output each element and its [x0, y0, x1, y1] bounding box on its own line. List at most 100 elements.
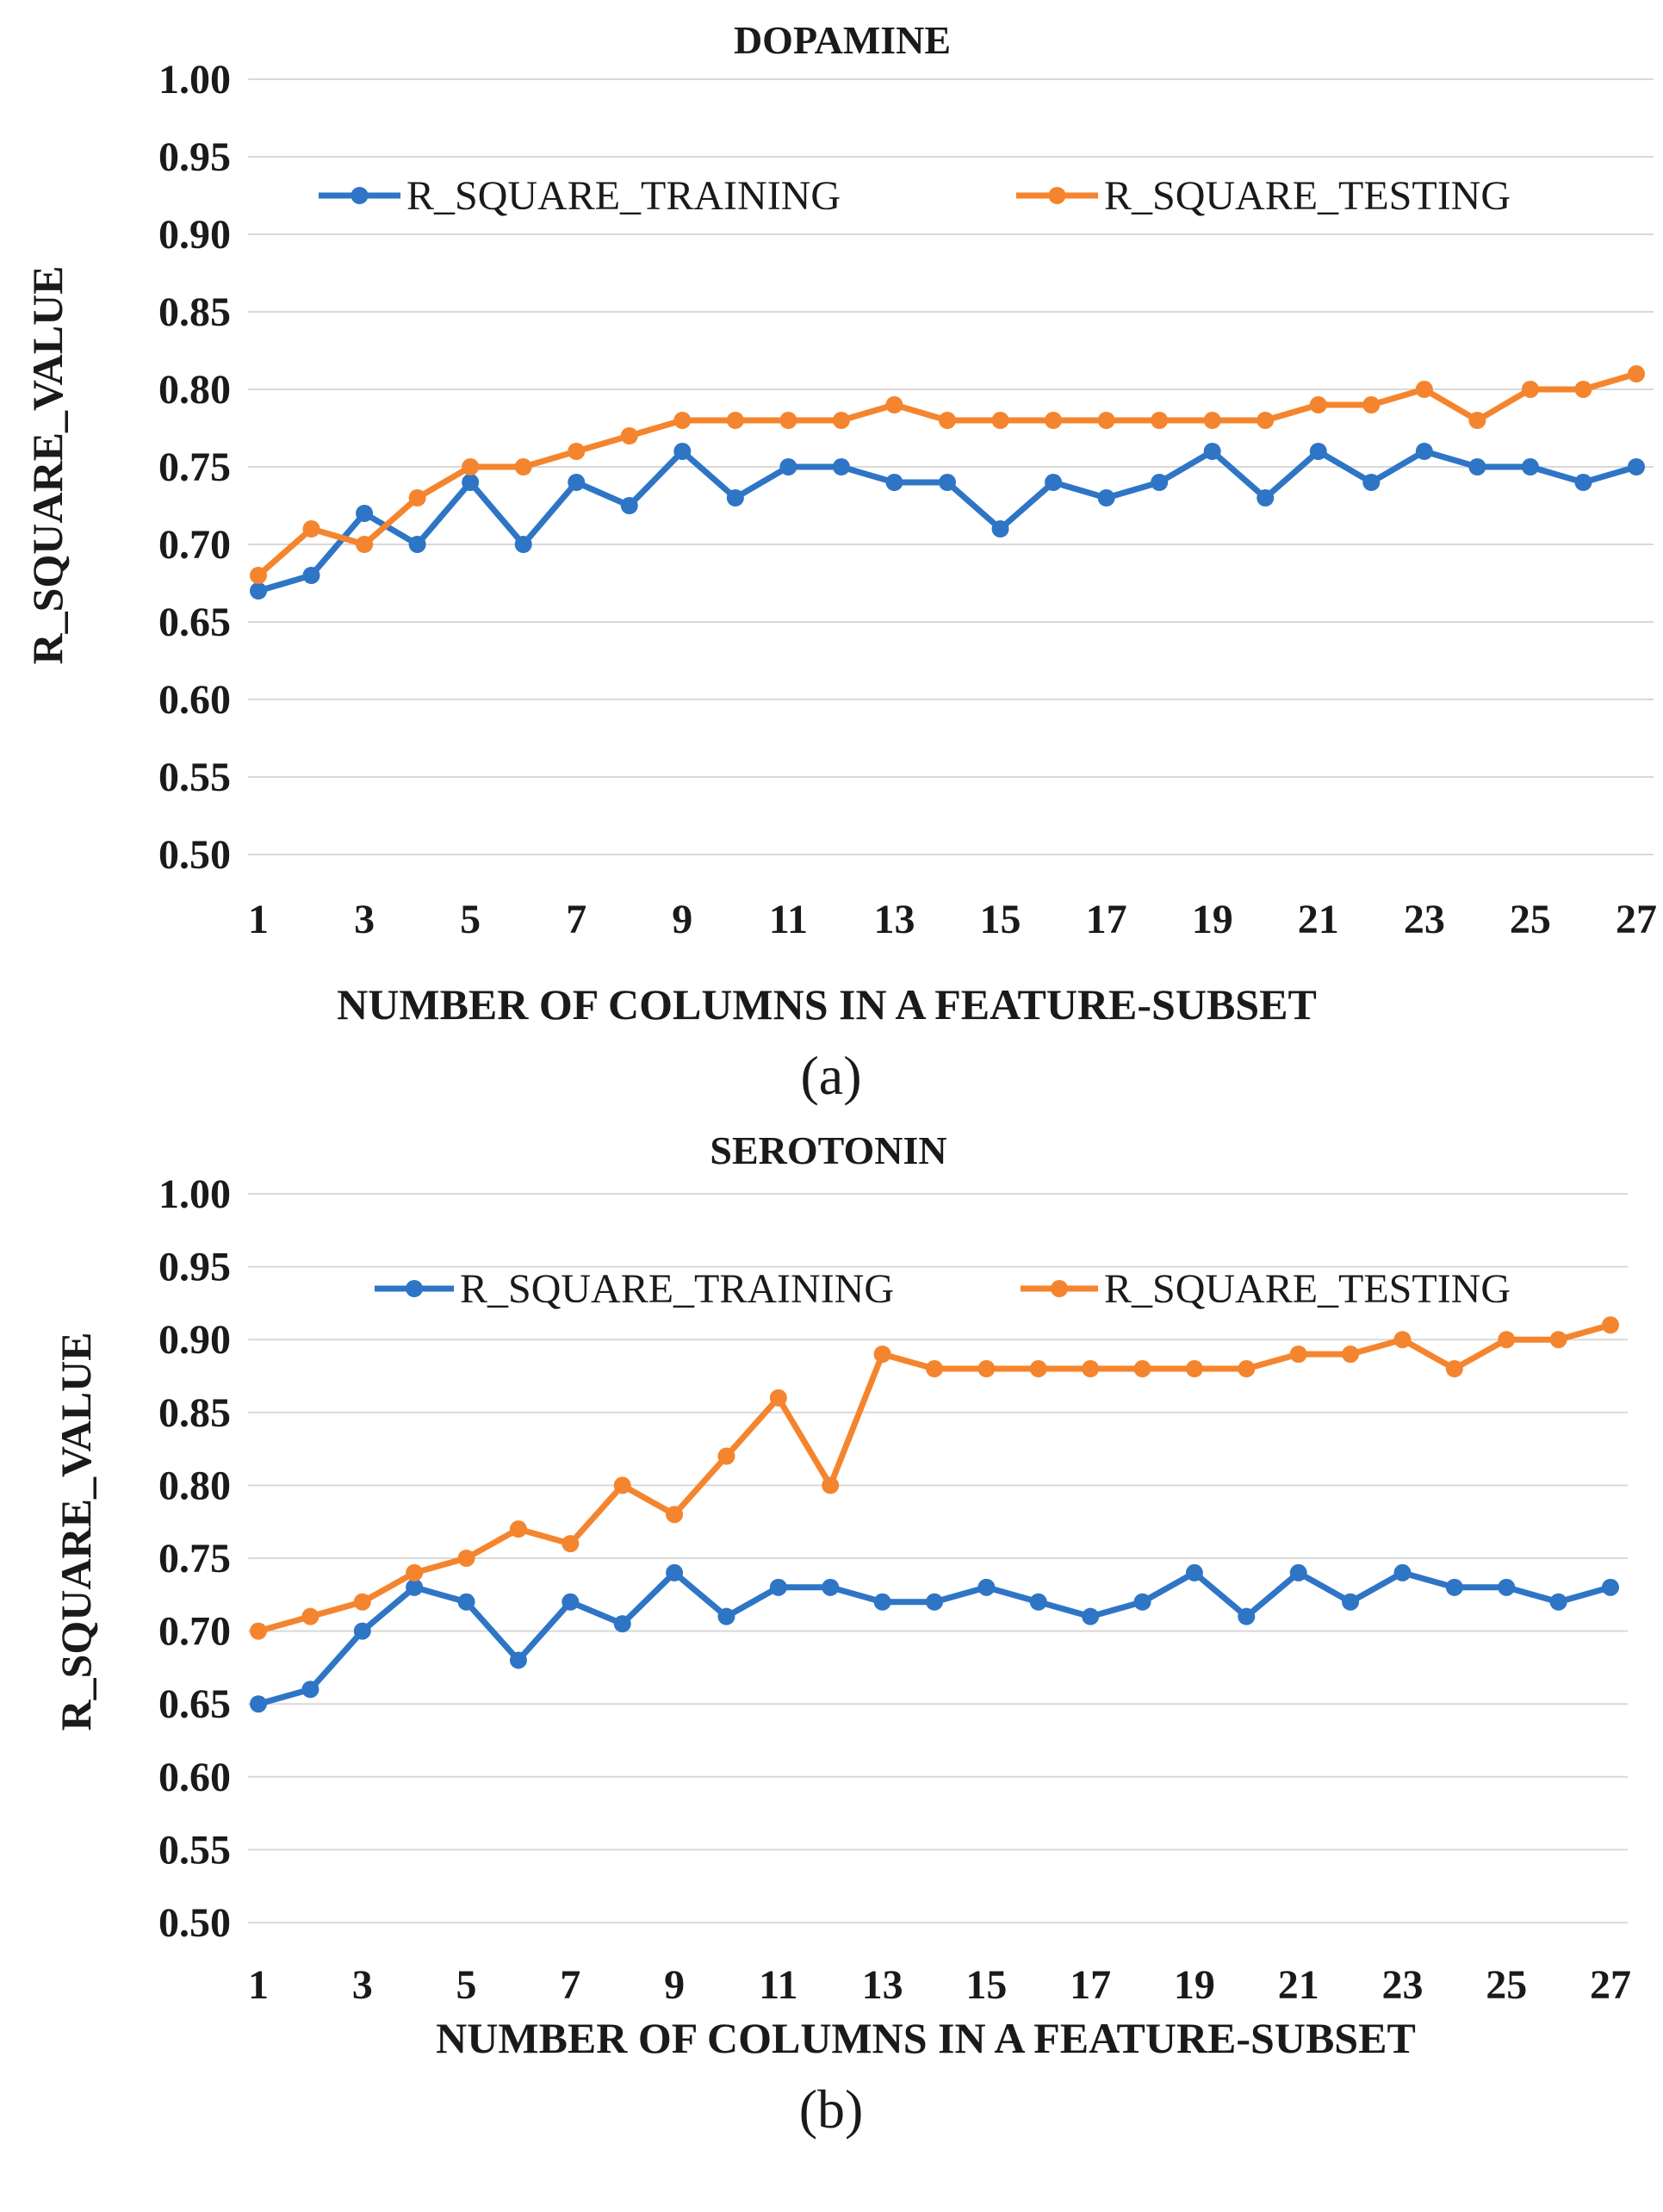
- chart-b-data-point-testing: [977, 1360, 996, 1378]
- chart-b-data-point-testing: [1498, 1331, 1516, 1349]
- chart-a-data-point-testing: [514, 458, 532, 475]
- chart-b-data-point-testing: [717, 1447, 735, 1465]
- chart-a-data-point-testing: [1521, 381, 1539, 398]
- chart-a-data-point-testing: [408, 489, 426, 506]
- chart-a-data-point-testing: [1415, 381, 1433, 398]
- chart-a-x-tick-label: 23: [1404, 897, 1445, 942]
- chart-a-x-tick-label: 1: [248, 897, 269, 942]
- chart-b-data-point-testing: [666, 1506, 684, 1524]
- chart-a-x-axis-label: NUMBER OF COLUMNS IN A FEATURE-SUBSET: [337, 980, 1317, 1028]
- chart-b-data-point-training: [666, 1563, 684, 1581]
- chart-b-data-point-testing: [509, 1520, 527, 1538]
- chart-b-data-point-testing: [1342, 1345, 1360, 1364]
- chart-b-x-tick-label: 7: [560, 1962, 580, 2008]
- chart-a-data-point-training: [302, 567, 320, 584]
- chart-a-data-point-testing: [1468, 412, 1486, 429]
- chart-b-data-point-testing: [353, 1593, 371, 1611]
- chart-a-data-point-testing: [885, 396, 903, 413]
- chart-a-data-point-testing: [726, 412, 744, 429]
- chart-b-x-tick-label: 11: [759, 1962, 797, 2008]
- chart-b-data-point-training: [562, 1593, 580, 1611]
- chart-a-data-point-testing: [302, 520, 320, 537]
- chart-a-data-point-training: [779, 458, 797, 475]
- chart-a-series: [250, 365, 1645, 600]
- chart-b-y-tick-label: 1.00: [158, 1171, 231, 1217]
- chart-a-legend: R_SQUARE_TRAINING R_SQUARE_TESTING: [319, 173, 1511, 219]
- chart-a-y-tick-label: 0.80: [158, 367, 231, 413]
- chart-b-data-point-testing: [406, 1563, 424, 1581]
- chart-a-data-point-training: [1468, 458, 1486, 475]
- chart-a-data-point-training: [620, 497, 638, 514]
- chart-a-data-point-testing: [462, 458, 480, 475]
- chart-a-data-point-training: [568, 474, 586, 491]
- chart-b-x-tick-label: 25: [1486, 1962, 1527, 2008]
- chart-b-series: [250, 1316, 1619, 1713]
- chart-b-y-ticks: 0.50 0.55 0.60 0.65 0.70 0.75 0.80 0.85 0.90 0.95…: [158, 1171, 231, 1946]
- chart-b-legend-marker-testing: [1051, 1280, 1068, 1297]
- chart-a-data-point-testing: [620, 427, 638, 444]
- chart-a-data-point-testing: [832, 412, 850, 429]
- chart-a-data-point-testing: [939, 412, 956, 429]
- chart-b-x-tick-label: 1: [248, 1962, 269, 2008]
- chart-a-y-tick-label: 0.60: [158, 677, 231, 723]
- chart-b-data-point-training: [353, 1622, 371, 1640]
- chart-a-legend-marker-training: [351, 187, 369, 204]
- chart-a-data-point-training: [673, 443, 692, 460]
- chart-a-data-point-training: [1257, 489, 1275, 506]
- chart-a-caption: (a): [800, 1045, 861, 1106]
- chart-a-y-tick-label: 0.95: [158, 134, 231, 180]
- chart-b-legend: R_SQUARE_TRAINING R_SQUARE_TESTING: [375, 1266, 1511, 1312]
- chart-a-x-tick-label: 27: [1616, 897, 1657, 942]
- chart-b-data-point-training: [1133, 1593, 1151, 1611]
- chart-b-y-tick-label: 0.85: [158, 1390, 231, 1436]
- chart-b-data-point-testing: [926, 1360, 943, 1378]
- chart-b-data-point-testing: [1082, 1360, 1100, 1378]
- chart-b-data-point-training: [1602, 1578, 1619, 1596]
- chart-b-data-point-training: [1238, 1607, 1256, 1625]
- chart-b-y-tick-label: 0.95: [158, 1245, 231, 1290]
- chart-b-legend-label-training: R_SQUARE_TRAINING: [460, 1266, 894, 1312]
- chart-a-x-tick-label: 17: [1086, 897, 1127, 942]
- chart-b-data-point-training: [1029, 1593, 1047, 1611]
- chart-a-data-point-training: [885, 474, 903, 491]
- chart-b-data-point-training: [301, 1681, 320, 1699]
- chart-a-data-point-training: [514, 536, 532, 553]
- chart-b-x-ticks: 1 3 5 7 9 11 13 15 17 19 21 23 25 27: [248, 1962, 1631, 2008]
- chart-b-legend-marker-training: [406, 1280, 423, 1297]
- chart-b-y-tick-label: 0.80: [158, 1463, 231, 1508]
- chart-a-y-tick-label: 0.75: [158, 444, 231, 490]
- chart-a-data-point-testing: [1574, 381, 1592, 398]
- chart-a-x-tick-label: 13: [873, 897, 915, 942]
- chart-a-data-point-training: [1574, 474, 1592, 491]
- chart-b-x-tick-label: 19: [1174, 1962, 1215, 2008]
- chart-b-data-point-testing: [1445, 1360, 1463, 1378]
- chart-b-data-point-training: [250, 1695, 267, 1713]
- chart-a-y-tick-label: 0.65: [158, 600, 231, 645]
- chart-a-data-point-training: [726, 489, 744, 506]
- chart-b-data-point-testing: [457, 1550, 475, 1567]
- chart-a-data-point-training: [462, 474, 480, 491]
- chart-b-data-point-training: [822, 1578, 840, 1596]
- chart-a-legend-marker-testing: [1048, 187, 1066, 204]
- chart-b-y-tick-label: 0.60: [158, 1755, 231, 1800]
- chart-a-x-tick-label: 21: [1298, 897, 1339, 942]
- chart-b-y-tick-label: 0.75: [158, 1536, 231, 1581]
- chart-b-data-point-training: [1498, 1578, 1516, 1596]
- chart-a-y-axis-label: R_SQUARE_VALUE: [23, 265, 71, 664]
- chart-b-data-point-testing: [301, 1607, 320, 1625]
- chart-a-x-tick-label: 19: [1192, 897, 1233, 942]
- chart-b-x-tick-label: 5: [456, 1962, 477, 2008]
- chart-b-data-point-testing: [613, 1476, 631, 1494]
- chart-a-data-point-testing: [673, 412, 692, 429]
- chart-a-data-point-training: [1151, 474, 1169, 491]
- chart-b-data-point-training: [977, 1578, 996, 1596]
- chart-a-y-tick-label: 0.55: [158, 755, 231, 800]
- chart-b-y-tick-label: 0.70: [158, 1609, 231, 1655]
- chart-a-data-point-training: [1203, 443, 1221, 460]
- chart-a-data-point-training: [832, 458, 850, 475]
- chart-a-data-point-training: [1521, 458, 1539, 475]
- chart-a-data-point-training: [939, 474, 956, 491]
- chart-b-x-tick-label: 9: [664, 1962, 685, 2008]
- chart-b-data-point-training: [406, 1578, 424, 1596]
